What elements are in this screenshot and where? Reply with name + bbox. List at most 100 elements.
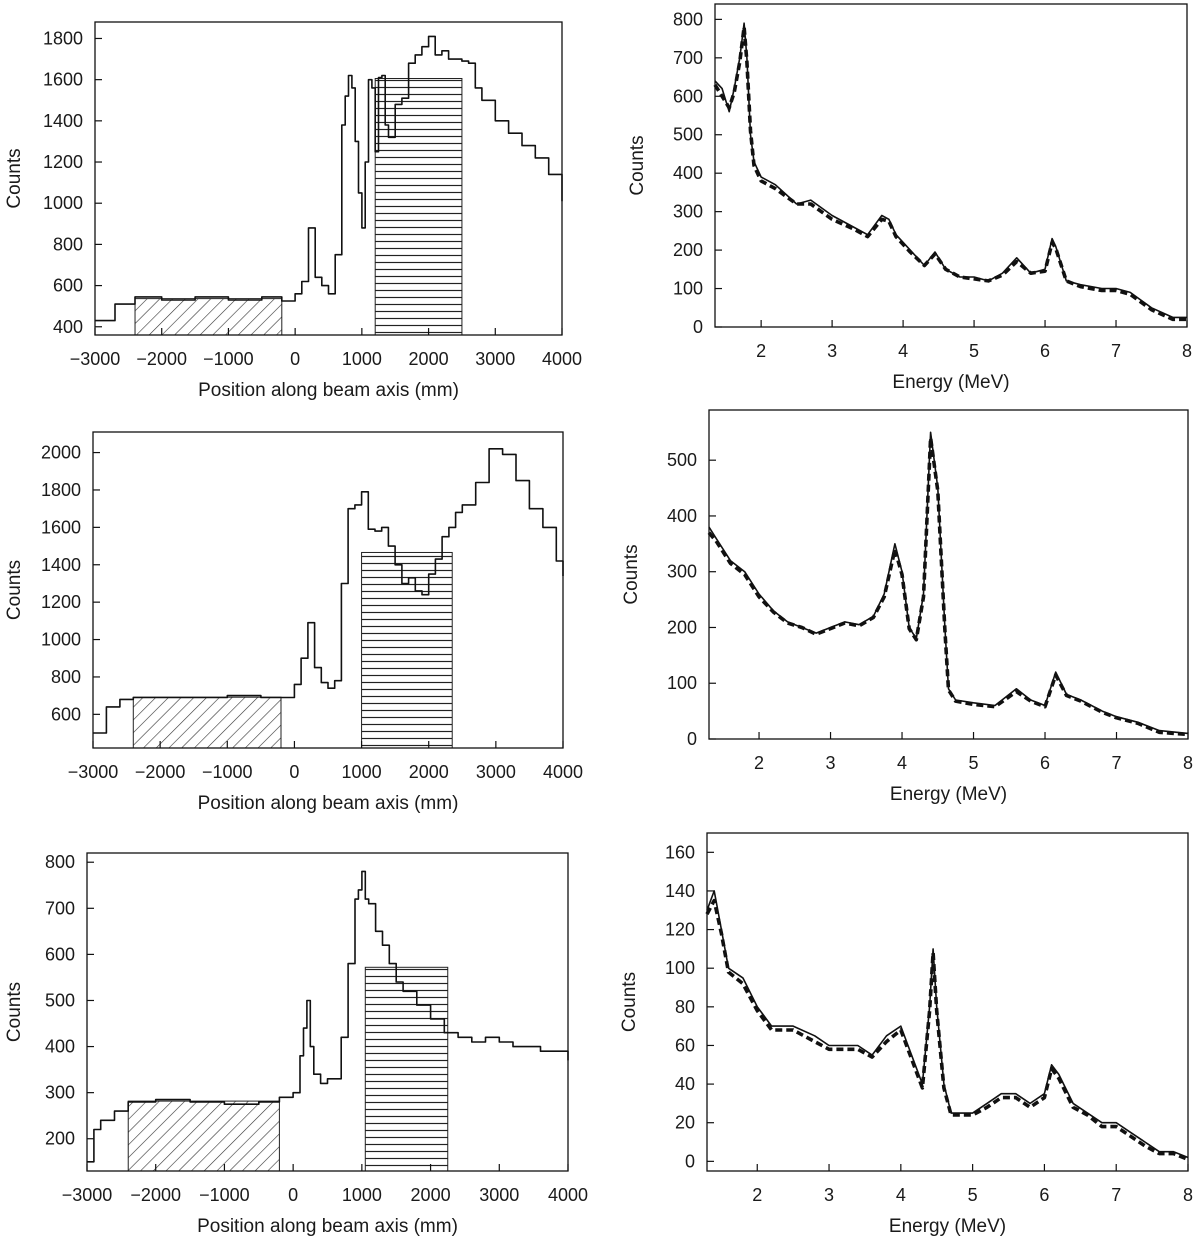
x-tick-label: 5 — [968, 1185, 978, 1205]
x-tick-label: 8 — [1183, 1185, 1193, 1205]
y-tick-label: 0 — [687, 729, 697, 749]
y-tick-label: 1200 — [43, 152, 83, 172]
y-tick-label: 100 — [665, 958, 695, 978]
y-tick-label: 400 — [667, 506, 697, 526]
x-tick-label: 5 — [969, 341, 979, 361]
y-tick-label: 0 — [685, 1151, 695, 1171]
x-tick-label: −3000 — [68, 762, 119, 782]
y-tick-label: 60 — [675, 1035, 695, 1055]
y-axis-title: Counts — [4, 982, 25, 1042]
x-tick-label: 3000 — [479, 1185, 519, 1205]
x-tick-label: 7 — [1111, 753, 1121, 773]
series-line-dashed — [707, 436, 1189, 737]
x-tick-label: 6 — [1040, 753, 1050, 773]
x-tick-label: −2000 — [136, 349, 187, 369]
x-axis-title: Position along beam axis (mm) — [197, 1216, 458, 1237]
y-tick-label: 160 — [665, 842, 695, 862]
x-tick-label: 2000 — [411, 1185, 451, 1205]
x-tick-label: 0 — [290, 349, 300, 369]
plot-frame — [86, 852, 569, 1172]
x-tick-label: 4 — [897, 753, 907, 773]
chart-position-2: −3000 −2000 −1000 0 1000 2000 3000 4000 600 800 10… — [4, 431, 583, 814]
y-tick-label: 600 — [45, 944, 75, 964]
y-tick-label: 300 — [673, 202, 703, 222]
y-tick-label: 400 — [45, 1037, 75, 1057]
x-axis-title: Energy (MeV) — [889, 1216, 1006, 1237]
y-tick-label: 200 — [673, 240, 703, 260]
x-tick-label: 4 — [896, 1185, 906, 1205]
y-tick-label: 400 — [673, 163, 703, 183]
x-axis-title: Position along beam axis (mm) — [198, 380, 459, 401]
x-tick-label: −2000 — [135, 762, 186, 782]
x-tick-label: 1000 — [342, 1185, 382, 1205]
y-tick-label: 100 — [673, 279, 703, 299]
y-axis-title: Counts — [621, 544, 642, 604]
x-tick-label: 4000 — [548, 1185, 588, 1205]
y-tick-label: 1000 — [41, 630, 81, 650]
plot-frame — [714, 3, 1188, 328]
x-tick-label: 0 — [288, 1185, 298, 1205]
y-tick-label: 1400 — [43, 111, 83, 131]
y-tick-label: 2000 — [41, 443, 81, 463]
x-tick-label: 1000 — [342, 762, 382, 782]
y-tick-label: 20 — [675, 1113, 695, 1133]
y-tick-label: 1800 — [41, 480, 81, 500]
x-tick-label: −1000 — [203, 349, 254, 369]
y-axis-title: Counts — [4, 560, 25, 620]
x-tick-label: 6 — [1040, 341, 1050, 361]
y-tick-label: 600 — [51, 704, 81, 724]
series-line-histogram — [93, 448, 564, 734]
y-tick-label: 1600 — [41, 517, 81, 537]
y-tick-label: 700 — [673, 48, 703, 68]
x-tick-label: 4000 — [543, 762, 583, 782]
shaded-band-diagonal — [134, 298, 283, 336]
y-tick-label: 300 — [45, 1083, 75, 1103]
x-tick-label: 8 — [1183, 753, 1193, 773]
x-axis-title: Energy (MeV) — [890, 784, 1007, 805]
y-axis-title: Counts — [4, 148, 25, 208]
y-tick-label: 500 — [673, 125, 703, 145]
x-tick-label: 1000 — [342, 349, 382, 369]
plot-frame — [708, 409, 1189, 740]
x-axis-title: Position along beam axis (mm) — [198, 793, 459, 814]
series-line-solid — [714, 22, 1187, 319]
chart-position-3: −3000 −2000 −1000 0 1000 2000 3000 4000 200 300 40… — [4, 852, 588, 1237]
x-tick-label: 5 — [969, 753, 979, 773]
shaded-band-diagonal — [132, 696, 282, 749]
x-tick-label: 8 — [1182, 341, 1192, 361]
shaded-band-horizontal — [374, 77, 463, 336]
y-tick-label: 300 — [667, 562, 697, 582]
y-tick-label: 1800 — [43, 28, 83, 48]
x-tick-label: 7 — [1111, 341, 1121, 361]
chart-energy-1: 2 3 4 5 6 7 8 0 100 200 300 400 500 600 700 800 Energy (… — [627, 3, 1192, 393]
plot-frame — [92, 431, 564, 749]
y-tick-label: 140 — [665, 881, 695, 901]
shaded-band-diagonal — [127, 1100, 280, 1172]
y-tick-label: 700 — [45, 898, 75, 918]
y-tick-label: 500 — [45, 990, 75, 1010]
x-tick-label: 6 — [1039, 1185, 1049, 1205]
x-tick-label: 3 — [826, 753, 836, 773]
y-tick-label: 1400 — [41, 555, 81, 575]
x-tick-label: 0 — [289, 762, 299, 782]
plot-frame — [706, 832, 1189, 1172]
y-tick-label: 400 — [53, 317, 83, 337]
plot-frame — [94, 21, 563, 336]
y-tick-label: 1600 — [43, 70, 83, 90]
y-axis-title: Counts — [619, 972, 640, 1032]
series-line-solid — [708, 431, 1189, 735]
y-tick-label: 800 — [45, 852, 75, 872]
x-tick-label: −3000 — [62, 1185, 113, 1205]
y-tick-label: 80 — [675, 997, 695, 1017]
x-tick-label: −2000 — [130, 1185, 181, 1205]
x-tick-label: 2 — [756, 341, 766, 361]
y-axis-title: Counts — [627, 135, 648, 195]
series-line-dashed — [713, 25, 1187, 322]
x-tick-label: 3000 — [475, 349, 515, 369]
x-tick-label: 2000 — [409, 349, 449, 369]
y-tick-label: 200 — [45, 1129, 75, 1149]
x-tick-label: −1000 — [202, 762, 253, 782]
x-tick-label: 2 — [752, 1185, 762, 1205]
series-line-histogram — [87, 870, 569, 1163]
